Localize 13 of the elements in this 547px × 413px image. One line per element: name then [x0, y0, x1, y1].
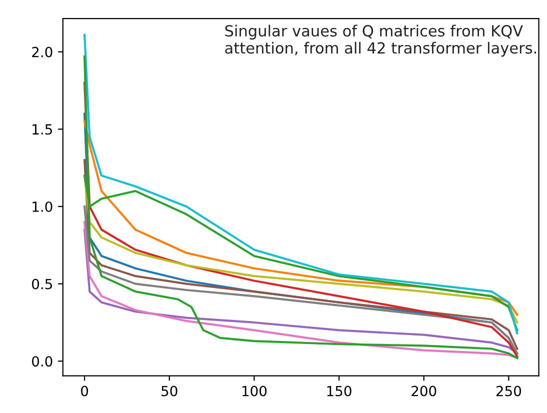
x-tick-label: 50 [162, 386, 178, 396]
x-tick-label: 150 [327, 386, 352, 396]
y-tick-label: 0.5 [32, 278, 52, 290]
y-tick-label: 2.0 [32, 46, 52, 58]
y-tick-label: 0.0 [32, 356, 52, 367]
x-tick-label: 0 [81, 386, 88, 396]
x-tick-label: 250 [496, 386, 522, 396]
y-tick-label: 1.0 [32, 201, 52, 212]
y-tick-label: 1.5 [32, 124, 52, 135]
x-tick-label: 200 [412, 386, 436, 396]
x-tick-label: 100 [242, 386, 267, 396]
annotation: Singular vaues of Q matrices from KQV attention, from all 42 transformer layers. [225, 24, 536, 57]
line-series [83, 159, 518, 350]
